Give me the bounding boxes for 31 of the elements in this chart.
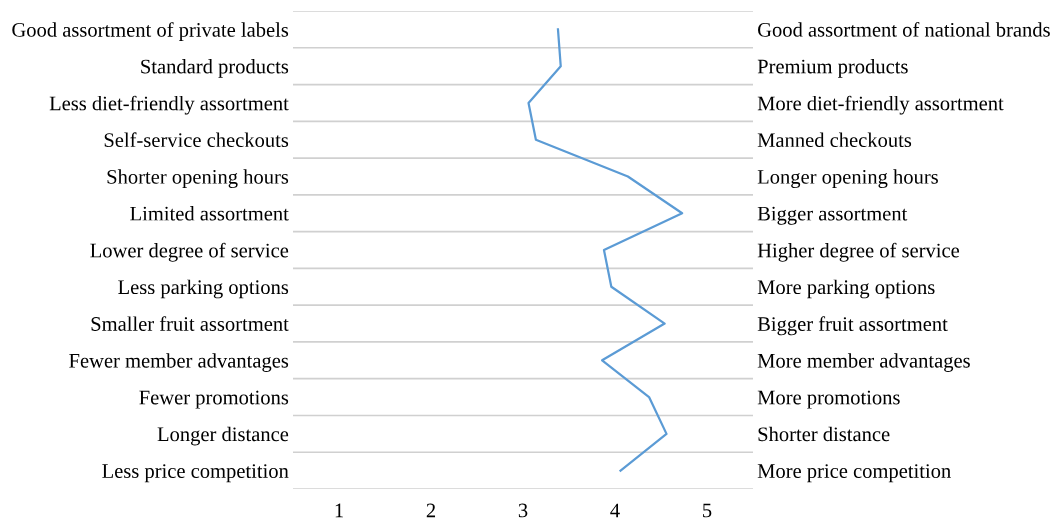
y2-tick-label: Premium products — [757, 59, 908, 78]
y-tick-label: Less parking options — [118, 279, 289, 299]
y2-tick-label: More parking options — [757, 279, 935, 299]
y2-tick-label: Manned checkouts — [757, 132, 912, 148]
y-tick-label: Smaller fruit assortment — [91, 316, 289, 331]
x-tick-label: 1 — [335, 503, 343, 518]
y-tick-label: Shorter opening hours — [107, 169, 289, 189]
x-tick-label: 4 — [610, 503, 620, 518]
y2-tick-label: Longer opening hours — [757, 169, 938, 189]
y-tick-label: Lower degree of service — [90, 242, 289, 262]
y2-tick-label: Good assortment of national brands — [758, 22, 1050, 37]
y2-tick-label: More promotions — [757, 390, 900, 409]
y-tick-label: Self-service checkouts — [104, 132, 289, 148]
y-tick-label: Limited assortment — [130, 206, 289, 221]
y-tick-label: Fewer promotions — [139, 390, 289, 409]
y2-tick-label: Higher degree of service — [757, 242, 960, 262]
y-tick-label: Less diet-friendly assortment — [49, 95, 289, 115]
y2-tick-label: More member advantages — [757, 353, 970, 372]
y2-tick-label: Shorter distance — [758, 426, 890, 442]
y-tick-label: Less price competition — [102, 464, 289, 483]
x-tick-label: 5 — [703, 503, 712, 518]
y-tick-label: Longer distance — [157, 426, 289, 446]
y2-tick-label: More price competition — [757, 464, 951, 483]
x-tick-label: 3 — [518, 503, 528, 518]
x-tick-label: 2 — [426, 503, 436, 518]
y2-tick-label: Bigger fruit assortment — [757, 316, 948, 336]
y-tick-label: Good assortment of private labels — [12, 22, 289, 42]
y2-tick-label: More diet-friendly assortment — [757, 95, 1004, 115]
y2-tick-label: Bigger assortment — [757, 206, 908, 225]
y-tick-label: Standard products — [141, 59, 289, 78]
y-tick-label: Fewer member advantages — [69, 353, 289, 372]
